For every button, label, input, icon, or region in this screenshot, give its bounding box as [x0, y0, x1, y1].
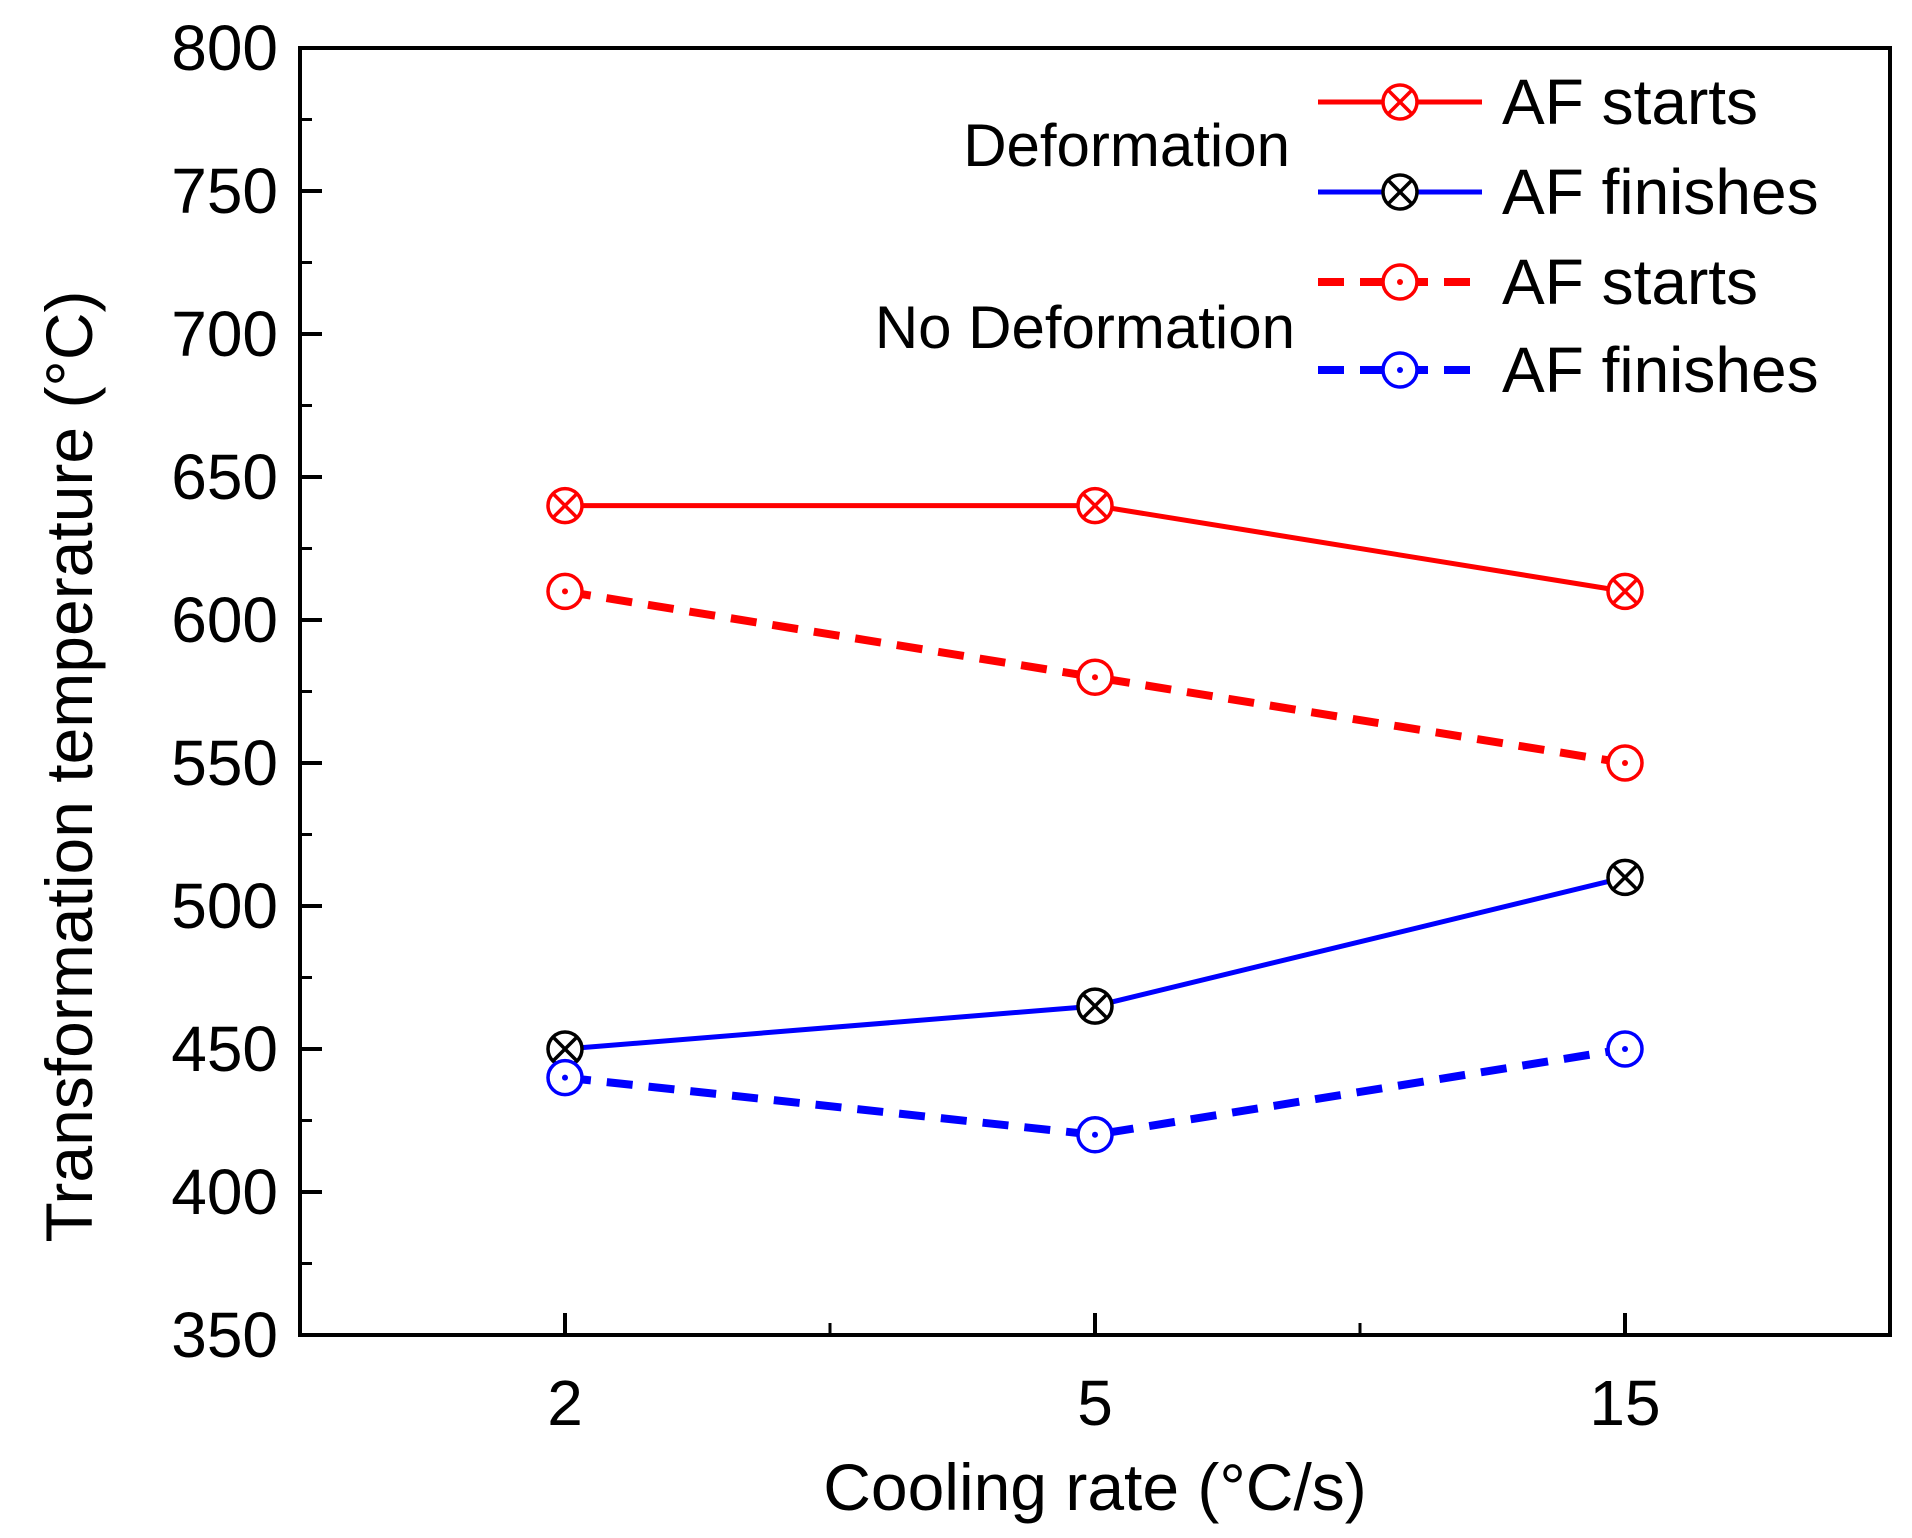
x-tick-label: 15: [1589, 1367, 1660, 1439]
legend-swatch-marker: [1381, 351, 1419, 389]
group-label-deformation: Deformation: [963, 112, 1290, 179]
x-axis: 2 5 15: [547, 1313, 1661, 1439]
legend-label: AF starts: [1502, 66, 1758, 138]
data-point: [1606, 858, 1644, 897]
data-point: [1606, 572, 1644, 611]
marker-cross: [1081, 992, 1109, 1020]
marker-dot: [1092, 1131, 1098, 1138]
y-tick-label: 400: [171, 1156, 278, 1228]
data-point: [546, 1058, 584, 1097]
data-point: [1076, 987, 1114, 1025]
marker-dot: [1397, 367, 1403, 373]
group-label-no-deformation: No Deformation: [875, 294, 1295, 361]
data-point: [1076, 658, 1114, 696]
marker-cross: [551, 1035, 579, 1063]
marker-dot: [562, 588, 568, 595]
legend-swatch-marker: [1381, 173, 1419, 211]
y-tick-label: 450: [171, 1013, 278, 1085]
x-tick-label: 2: [547, 1367, 583, 1439]
y-tick-label: 650: [171, 441, 278, 513]
marker-cross: [1611, 578, 1639, 605]
series-layer: [546, 486, 1644, 1154]
legend-item: AF finishes: [1318, 334, 1819, 406]
legend-label: AF starts: [1502, 246, 1758, 318]
legend-item: AF starts: [1318, 66, 1758, 138]
data-point: [1076, 1116, 1114, 1154]
marker-cross: [1081, 492, 1109, 519]
y-axis: 350 400 450 500 550 600 650 700 750 800: [171, 12, 322, 1371]
y-axis-title: Transformation temperature (°C): [32, 291, 106, 1243]
x-tick-label: 5: [1077, 1367, 1113, 1439]
data-point: [546, 486, 584, 525]
y-tick-label: 500: [171, 870, 278, 942]
series-3: [546, 572, 1644, 782]
marker-dot: [1092, 674, 1098, 681]
legend-label: AF finishes: [1502, 334, 1819, 406]
legend-item: AF starts: [1318, 246, 1758, 318]
marker-dot: [1622, 760, 1628, 766]
marker-cross: [551, 492, 579, 519]
series-1: [546, 486, 1644, 611]
series-2: [546, 858, 1644, 1068]
y-tick-label: 550: [171, 727, 278, 799]
series-4: [546, 1030, 1644, 1154]
data-point: [546, 1030, 584, 1068]
series-line: [564, 587, 1626, 767]
marker-cross: [1386, 178, 1414, 206]
y-tick-label: 350: [171, 1299, 278, 1371]
marker-cross: [1386, 88, 1414, 116]
y-tick-label: 700: [171, 298, 278, 370]
x-axis-title: Cooling rate (°C/s): [823, 1450, 1367, 1524]
legend-swatch-marker: [1381, 263, 1419, 301]
marker-dot: [1622, 1046, 1628, 1052]
legend-item: AF finishes: [1318, 156, 1819, 228]
marker-dot: [562, 1074, 568, 1081]
legend-swatch-marker: [1381, 83, 1419, 121]
legend: AF starts AF finishes AF starts AF finishes: [1318, 66, 1819, 406]
marker-dot: [1397, 279, 1403, 285]
y-tick-label: 800: [171, 12, 278, 84]
legend-label: AF finishes: [1502, 156, 1819, 228]
data-point: [546, 572, 584, 611]
data-point: [1076, 486, 1114, 525]
data-point: [1606, 744, 1644, 782]
data-point: [1606, 1030, 1644, 1068]
marker-cross: [1611, 864, 1639, 891]
y-tick-label: 600: [171, 584, 278, 656]
series-line: [564, 1045, 1626, 1139]
y-tick-label: 750: [171, 155, 278, 227]
